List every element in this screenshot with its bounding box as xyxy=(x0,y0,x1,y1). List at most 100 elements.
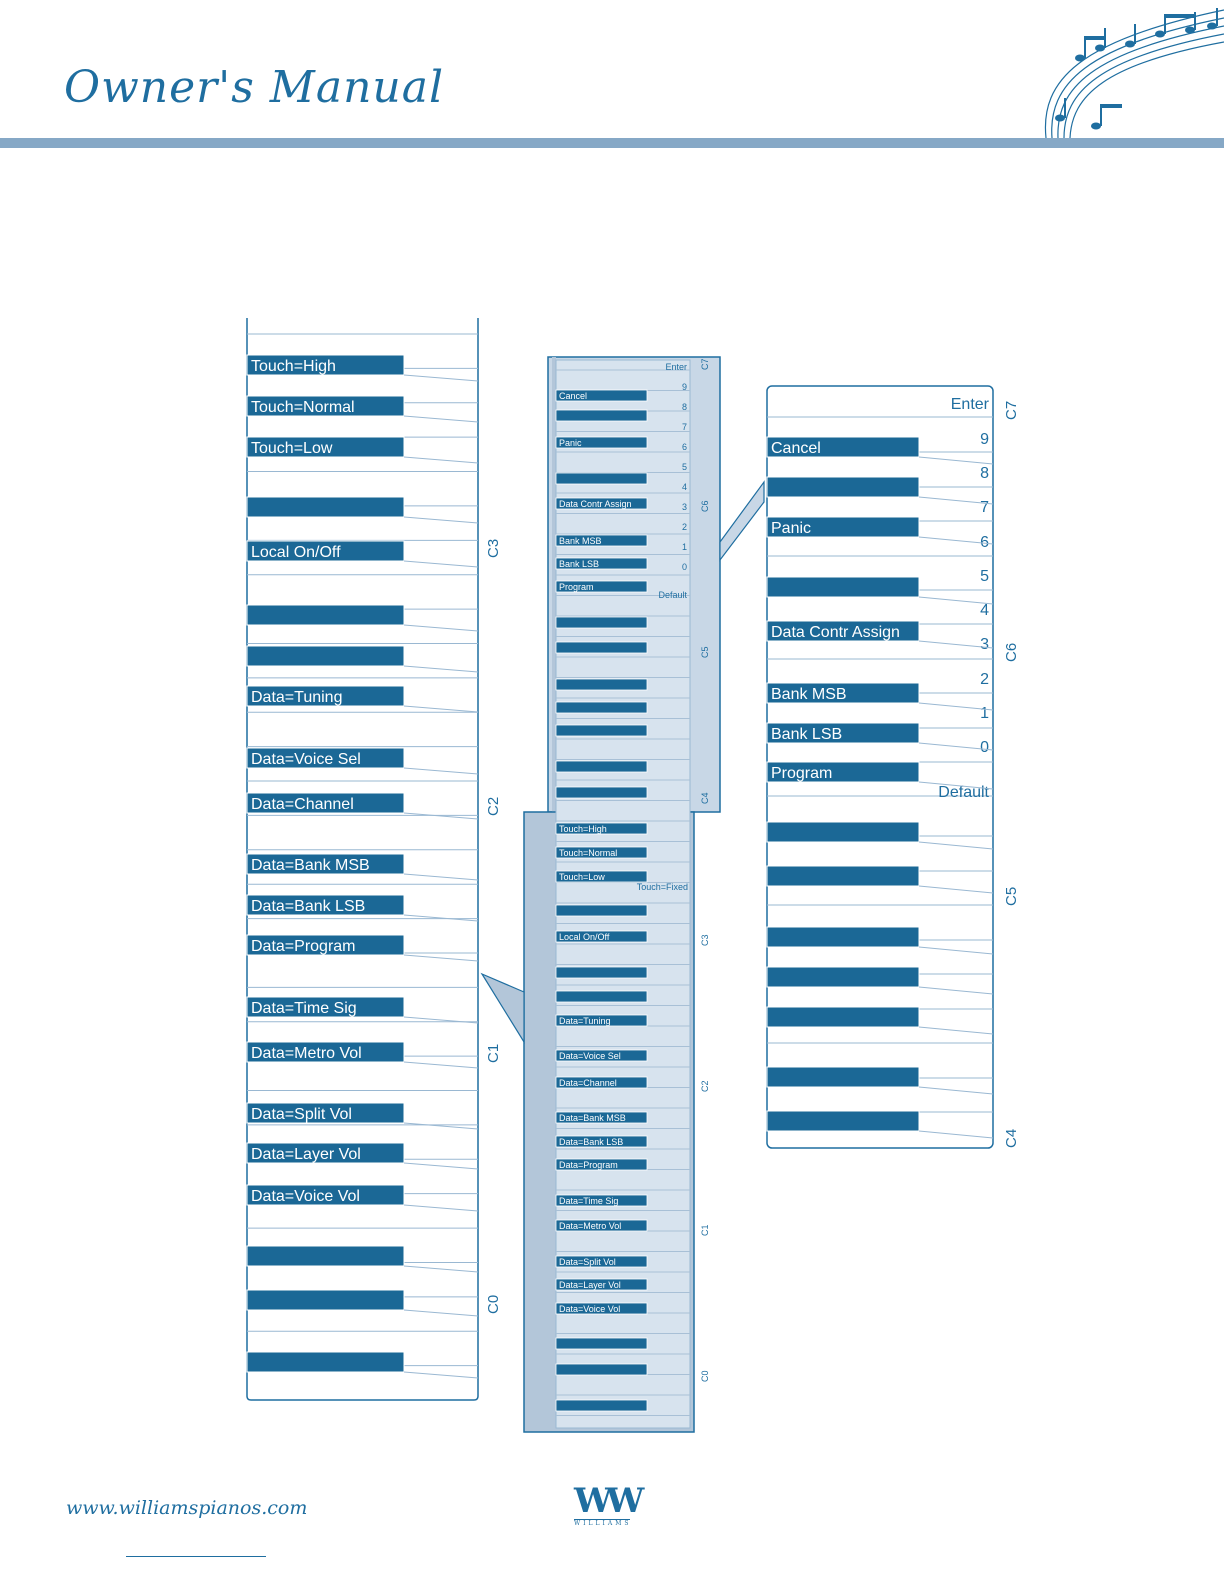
white-key-label: 4 xyxy=(682,482,687,492)
octave-label: C5 xyxy=(700,646,710,658)
black-key xyxy=(766,966,920,988)
key-edge xyxy=(403,415,479,423)
white-key-label: 1 xyxy=(682,542,687,552)
black-key xyxy=(555,497,648,510)
octave-label: C3 xyxy=(485,539,502,558)
key-edge xyxy=(918,781,994,790)
white-key-label: Touch=Fixed xyxy=(637,882,688,892)
black-key xyxy=(246,1245,405,1267)
key-label: Data=Program xyxy=(559,1160,618,1170)
black-key xyxy=(246,685,405,707)
black-key xyxy=(555,786,648,799)
black-key xyxy=(246,1184,405,1206)
key-label: Data=Voice Vol xyxy=(251,1188,360,1205)
key-label: Bank MSB xyxy=(771,686,847,703)
callout-arrow-right xyxy=(719,480,765,562)
black-key xyxy=(555,557,648,570)
key-label: Data=Bank LSB xyxy=(559,1137,623,1147)
key-label: Panic xyxy=(771,520,811,537)
black-key xyxy=(766,576,920,598)
key-edge xyxy=(918,841,994,850)
octave-label: C1 xyxy=(485,1044,502,1063)
white-key-label: 5 xyxy=(682,462,687,472)
key-edge xyxy=(403,954,479,962)
black-key xyxy=(766,620,920,642)
black-key xyxy=(246,354,405,376)
black-key xyxy=(766,761,920,783)
key-label: Data=Metro Vol xyxy=(251,1045,362,1062)
octave-label: C0 xyxy=(700,1370,710,1382)
key-edge xyxy=(403,1309,479,1317)
logo-mark: WW xyxy=(574,1481,644,1521)
white-key-label: 7 xyxy=(682,422,687,432)
key-label: Data=Time Sig xyxy=(559,1196,618,1206)
website-url[interactable]: www.williamspianos.com xyxy=(66,1497,308,1519)
black-key xyxy=(246,1102,405,1124)
logo-wordmark: WILLIAMS xyxy=(574,1519,632,1527)
key-edge xyxy=(403,812,479,820)
key-label: Data=Bank LSB xyxy=(251,898,365,915)
key-label: Data=Layer Vol xyxy=(251,1146,361,1163)
black-key xyxy=(555,1302,648,1315)
black-key xyxy=(555,870,648,883)
key-label: Touch=Low xyxy=(251,440,333,457)
key-edge xyxy=(918,702,994,711)
white-key-label: 9 xyxy=(682,382,687,392)
key-edge xyxy=(918,496,994,505)
key-label: Data=Split Vol xyxy=(251,1106,352,1123)
black-key xyxy=(555,904,648,917)
black-key xyxy=(555,580,648,593)
key-label: Program xyxy=(559,582,594,592)
key-edge xyxy=(403,1265,479,1273)
key-edge xyxy=(918,946,994,955)
key-label: Data=Program xyxy=(251,938,356,955)
white-key-label: 6 xyxy=(682,442,687,452)
key-edge xyxy=(403,914,479,922)
black-key xyxy=(246,1351,405,1373)
white-key-label: 0 xyxy=(980,739,989,756)
octave-label: C7 xyxy=(1003,401,1020,420)
key-label: Data=Metro Vol xyxy=(559,1221,621,1231)
black-key xyxy=(555,1219,648,1232)
key-label: Bank LSB xyxy=(559,559,599,569)
key-edge xyxy=(918,1130,994,1139)
octave-label: C6 xyxy=(700,500,710,512)
white-key-label: Default xyxy=(658,590,687,600)
key-label: Data=Time Sig xyxy=(251,1000,357,1017)
key-edge xyxy=(403,1371,479,1379)
white-key-label: 1 xyxy=(980,705,989,722)
octave-label: C7 xyxy=(700,358,710,370)
keys-area xyxy=(555,359,691,1429)
key-label: Bank LSB xyxy=(771,726,842,743)
black-key xyxy=(555,1399,648,1412)
white-key-label: 2 xyxy=(682,522,687,532)
white-key-label: 2 xyxy=(980,671,989,688)
octave-label: C6 xyxy=(1003,643,1020,662)
key-edge xyxy=(403,1122,479,1130)
key-edge xyxy=(918,1086,994,1095)
right-keyboard: Enter 9 8 7 6 5 4 3 2 1 0 Default Cancel Panic Data Co… xyxy=(764,384,1034,1154)
black-key xyxy=(246,496,405,518)
black-key xyxy=(555,760,648,773)
key-edge xyxy=(403,705,479,713)
key-edge xyxy=(403,1016,479,1024)
black-key xyxy=(555,1014,648,1027)
black-key xyxy=(555,436,648,449)
black-key xyxy=(555,1255,648,1268)
key-label: Local On/Off xyxy=(251,544,341,561)
black-key xyxy=(555,990,648,1003)
black-key xyxy=(555,701,648,714)
key-edge xyxy=(403,624,479,632)
black-key xyxy=(555,930,648,943)
black-key xyxy=(555,409,648,422)
black-key xyxy=(246,792,405,814)
white-key-label: 3 xyxy=(980,636,989,653)
key-edge xyxy=(403,516,479,524)
left-keyboard: Touch=High Touch=Normal Touch=Low Local On/… xyxy=(240,318,520,1408)
white-key-label: 8 xyxy=(682,402,687,412)
black-key xyxy=(246,996,405,1018)
key-edge xyxy=(403,873,479,881)
key-edge xyxy=(403,1204,479,1212)
black-key xyxy=(766,1110,920,1132)
black-key xyxy=(246,894,405,916)
